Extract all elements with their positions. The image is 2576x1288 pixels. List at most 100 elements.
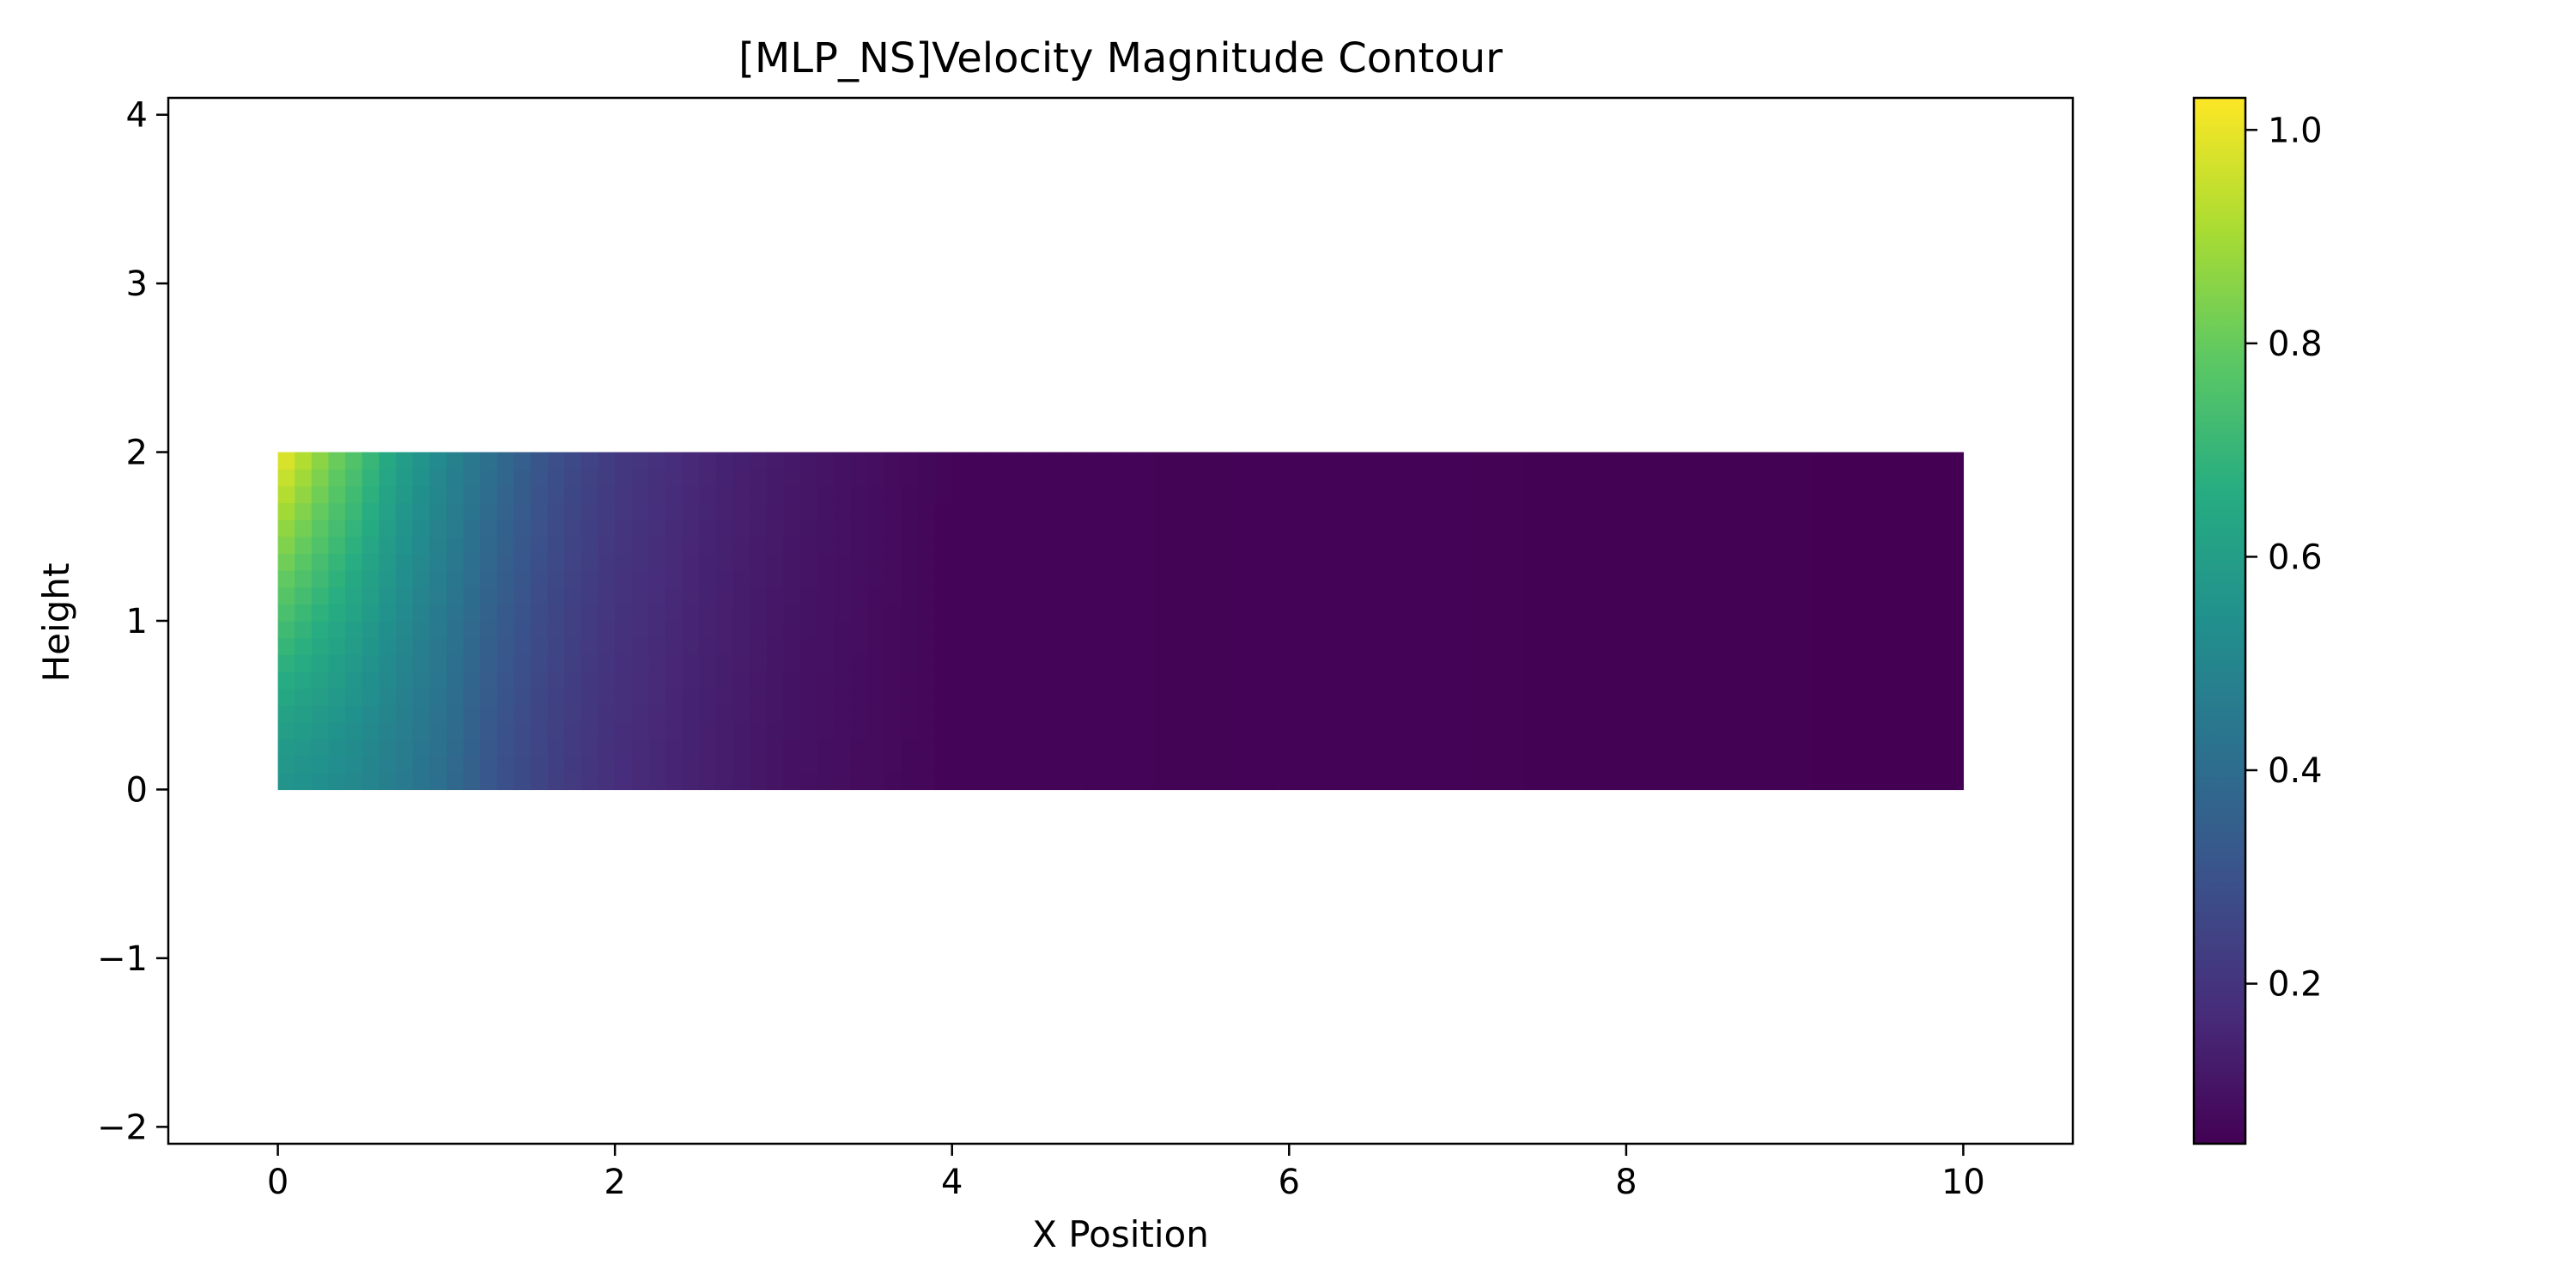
heatmap-cell <box>1862 721 1880 740</box>
heatmap-cell <box>1609 671 1627 690</box>
heatmap-cell <box>1070 519 1088 538</box>
heatmap-cell <box>1760 738 1779 756</box>
heatmap-cell <box>412 654 430 672</box>
heatmap-cell <box>598 621 616 639</box>
heatmap-cell <box>580 654 599 672</box>
heatmap-cell <box>496 485 514 504</box>
heatmap-cell <box>1255 671 1273 690</box>
heatmap-cell <box>631 621 650 639</box>
heatmap-cell <box>867 738 885 756</box>
heatmap-cell <box>496 738 514 756</box>
heatmap-cell <box>817 519 835 538</box>
heatmap-cell <box>1238 604 1256 622</box>
heatmap-cell <box>715 519 734 538</box>
heatmap-cell <box>1272 485 1290 504</box>
heatmap-cell <box>1558 705 1577 723</box>
heatmap-cell <box>1205 756 1223 774</box>
heatmap-cell <box>783 688 801 706</box>
heatmap-cell <box>1795 772 1813 791</box>
heatmap-cell <box>1760 519 1779 538</box>
heatmap-cell <box>1188 485 1206 504</box>
heatmap-cell <box>766 469 785 487</box>
heatmap-cell <box>446 604 465 622</box>
heatmap-cell <box>918 452 936 470</box>
heatmap-cell <box>531 705 549 723</box>
heatmap-cell <box>328 485 346 504</box>
heatmap-cell <box>1693 756 1711 774</box>
heatmap-cell <box>1676 721 1694 740</box>
heatmap-cell <box>1777 452 1795 470</box>
heatmap-cell <box>1457 469 1475 487</box>
heatmap-cell <box>1474 637 1492 655</box>
heatmap-cell <box>1525 604 1543 622</box>
heatmap-cell <box>1609 553 1627 571</box>
heatmap-cell <box>1845 536 1863 555</box>
heatmap-cell <box>1121 654 1139 672</box>
heatmap-cell <box>395 671 414 690</box>
heatmap-cell <box>446 469 465 487</box>
heatmap-cell <box>1727 705 1745 723</box>
heatmap-cell <box>1086 469 1104 487</box>
heatmap-cell <box>1305 485 1324 504</box>
heatmap-cell <box>766 452 785 470</box>
heatmap-cell <box>867 705 885 723</box>
heatmap-cell <box>631 519 650 538</box>
heatmap-cell <box>277 705 295 723</box>
heatmap-cell <box>1440 772 1459 791</box>
heatmap-cell <box>598 586 616 605</box>
heatmap-cell <box>1002 637 1020 655</box>
heatmap-cell <box>1710 772 1728 791</box>
heatmap-cell <box>1390 570 1408 588</box>
heatmap-cell <box>345 705 363 723</box>
heatmap-cell <box>1305 586 1324 605</box>
heatmap-cell <box>446 688 465 706</box>
heatmap-cell <box>1103 772 1121 791</box>
heatmap-cell <box>496 621 514 639</box>
heatmap-cell <box>547 502 565 520</box>
heatmap-cell <box>1744 756 1762 774</box>
heatmap-cell <box>1474 705 1492 723</box>
heatmap-cell <box>1879 671 1897 690</box>
heatmap-cell <box>817 604 835 622</box>
heatmap-cell <box>834 502 852 520</box>
heatmap-cell <box>496 586 514 605</box>
heatmap-cell <box>783 621 801 639</box>
heatmap-cell <box>985 721 1004 740</box>
heatmap-cell <box>446 654 465 672</box>
heatmap-cell <box>1643 553 1661 571</box>
heatmap-cell <box>1457 738 1475 756</box>
heatmap-cell <box>1036 570 1054 588</box>
heatmap-cell <box>1862 654 1880 672</box>
heatmap-cell <box>1541 756 1559 774</box>
heatmap-cell <box>1305 671 1324 690</box>
heatmap-cell <box>1912 654 1930 672</box>
heatmap-cell <box>1457 688 1475 706</box>
heatmap-cell <box>295 654 313 672</box>
heatmap-cell <box>1137 553 1155 571</box>
heatmap-cell <box>395 621 414 639</box>
heatmap-cell <box>1305 553 1324 571</box>
heatmap-cell <box>277 738 295 756</box>
heatmap-cell <box>732 621 750 639</box>
heatmap-cell <box>412 570 430 588</box>
heatmap-cell <box>1070 621 1088 639</box>
heatmap-cell <box>1558 469 1577 487</box>
heatmap-cell <box>834 637 852 655</box>
heatmap-cell <box>1879 688 1897 706</box>
heatmap-cell <box>1710 502 1728 520</box>
colorbar-tick-label: 0.2 <box>2268 965 2323 1005</box>
heatmap-cell <box>615 637 633 655</box>
heatmap-cell <box>564 553 582 571</box>
heatmap-cell <box>295 756 313 774</box>
heatmap-cell <box>1760 469 1779 487</box>
heatmap-cell <box>1036 654 1054 672</box>
heatmap-cell <box>395 519 414 538</box>
heatmap-cell <box>834 553 852 571</box>
heatmap-cell <box>783 756 801 774</box>
heatmap-cell <box>1845 485 1863 504</box>
heatmap-cell <box>951 772 969 791</box>
heatmap-cell <box>311 688 330 706</box>
heatmap-cell <box>1912 688 1930 706</box>
heatmap-cell <box>1137 721 1155 740</box>
heatmap-cell <box>1121 570 1139 588</box>
